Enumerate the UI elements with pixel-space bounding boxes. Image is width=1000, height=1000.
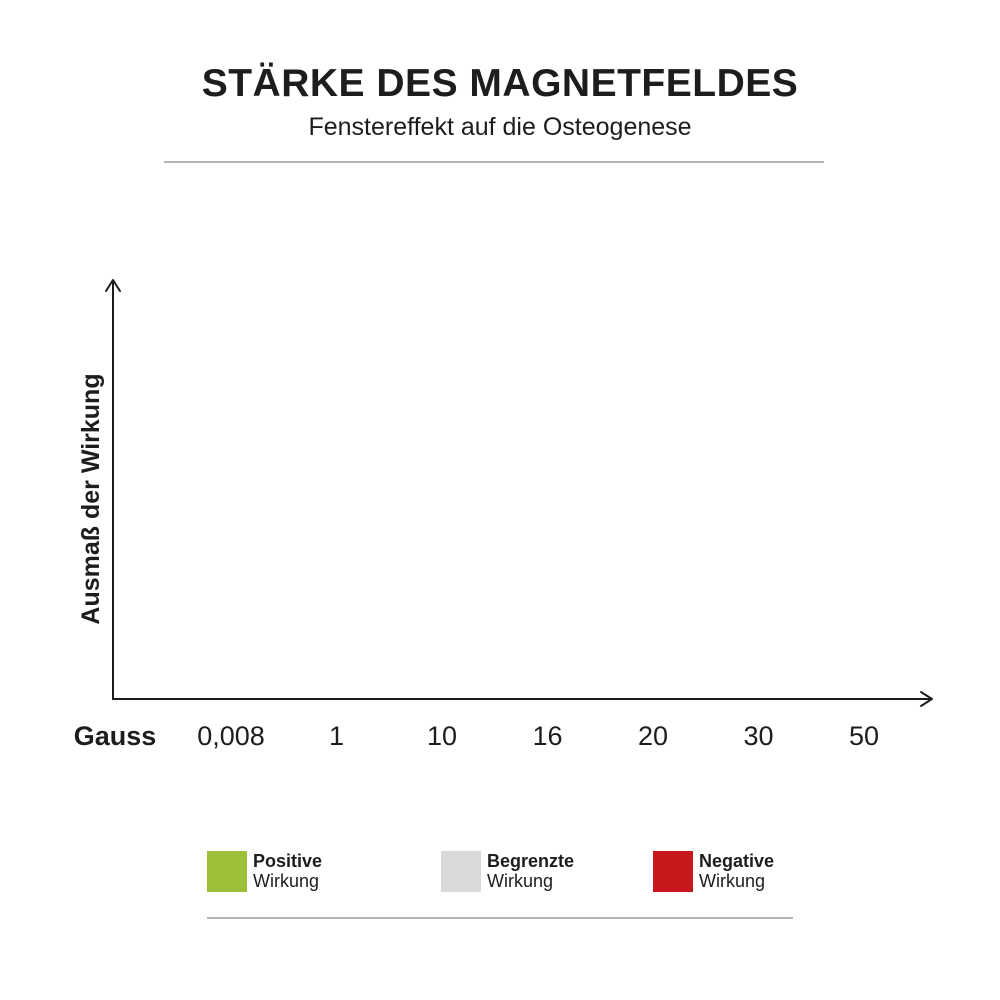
x-tick-label: 16 — [532, 721, 562, 751]
legend-text: Negative Wirkung — [699, 851, 774, 891]
x-tick-labels: 0,008 1 10 16 20 30 50 — [197, 721, 879, 751]
y-axis-arrow-icon — [105, 279, 121, 292]
legend-label-negative: Negative — [699, 851, 775, 871]
legend-text: Begrenzte Wirkung — [487, 851, 574, 891]
y-axis — [105, 279, 121, 700]
legend-swatch-negative — [653, 851, 693, 892]
x-tick-label: 1 — [329, 721, 344, 751]
x-axis-unit-label: Gauss — [74, 721, 157, 751]
legend-swatch-limited — [441, 851, 481, 892]
legend-sublabel-limited: Wirkung — [487, 871, 554, 891]
x-axis — [112, 691, 933, 707]
bottom-divider — [207, 917, 793, 919]
legend-swatch-positive — [207, 851, 247, 892]
x-tick-label: 10 — [427, 721, 457, 751]
chart-title: STÄRKE DES MAGNETFELDES — [201, 62, 799, 105]
x-tick-label: 20 — [638, 721, 668, 751]
y-axis-label: Ausmaß der Wirkung — [77, 373, 105, 624]
x-tick-label: 30 — [743, 721, 773, 751]
legend-sublabel-positive: Wirkung — [253, 871, 320, 891]
chart-subtitle: Fenstereffekt auf die Osteogenese — [308, 113, 692, 141]
legend-sublabel-negative: Wirkung — [699, 871, 766, 891]
top-divider — [164, 161, 824, 163]
x-axis-arrow-icon — [920, 691, 933, 707]
x-tick-label: 0,008 — [197, 721, 265, 751]
x-tick-label: 50 — [849, 721, 879, 751]
legend-label-limited: Begrenzte — [487, 851, 575, 871]
legend-label-positive: Positive — [253, 851, 323, 871]
legend-text: Positive Wirkung — [253, 851, 322, 891]
